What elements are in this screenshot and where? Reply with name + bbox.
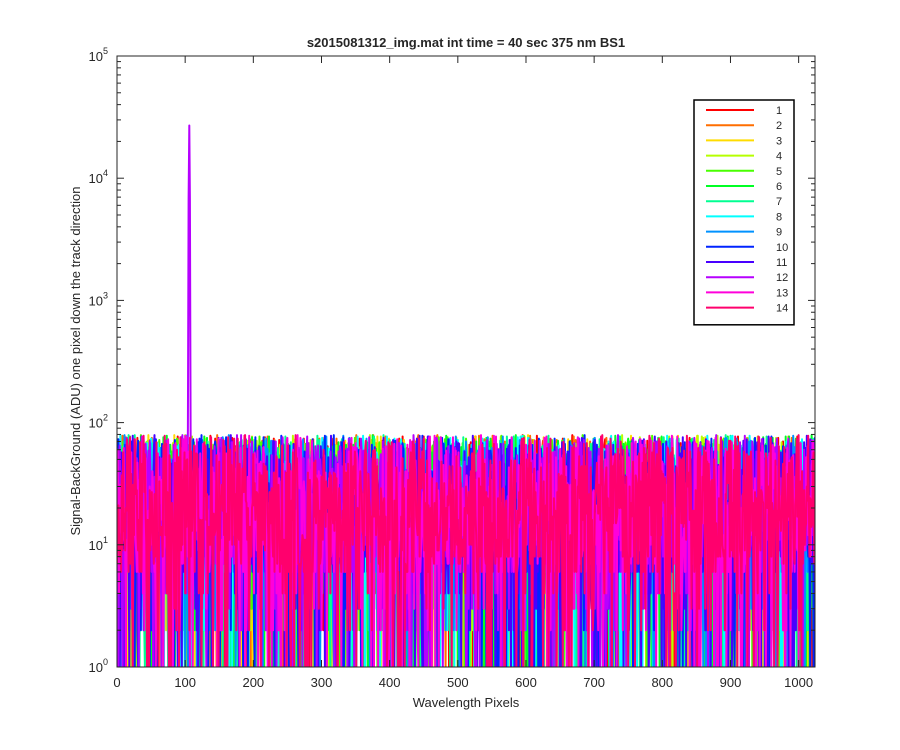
x-tick-label: 500 xyxy=(447,675,469,690)
legend-label: 4 xyxy=(776,151,782,163)
legend-box xyxy=(693,99,795,326)
legend-label: 8 xyxy=(776,211,782,223)
y-tick-label: 102 xyxy=(89,413,108,431)
legend-label: 1 xyxy=(776,105,782,117)
x-tick-label: 200 xyxy=(242,675,264,690)
legend-label: 9 xyxy=(776,227,782,239)
y-tick-label: 100 xyxy=(89,657,108,675)
x-tick-label: 1000 xyxy=(784,675,813,690)
legend-label: 12 xyxy=(776,272,788,284)
y-tick-label: 101 xyxy=(89,535,108,553)
legend-label: 14 xyxy=(776,303,788,315)
x-tick-label: 700 xyxy=(583,675,605,690)
x-tick-label: 400 xyxy=(379,675,401,690)
legend-label: 7 xyxy=(776,196,782,208)
x-tick-label: 0 xyxy=(113,675,120,690)
series-layer xyxy=(117,124,815,667)
y-tick-label: 105 xyxy=(89,46,108,64)
legend-label: 13 xyxy=(776,287,788,299)
x-axis: 0 100 200 300 400 500 600 700 800 900 1000 xyxy=(113,56,813,690)
legend-label: 2 xyxy=(776,120,782,132)
chart-title: s2015081312_img.mat int time = 40 sec 37… xyxy=(307,35,625,50)
x-tick-label: 600 xyxy=(515,675,537,690)
plot-box xyxy=(116,55,816,668)
y-axis-label: Signal-BackGround (ADU) one pixel down t… xyxy=(68,186,83,535)
legend-label: 5 xyxy=(776,166,782,178)
x-tick-label: 800 xyxy=(651,675,673,690)
legend-label: 10 xyxy=(776,242,788,254)
legend-label: 3 xyxy=(776,135,782,147)
x-tick-label: 900 xyxy=(720,675,742,690)
y-tick-label: 104 xyxy=(89,168,108,186)
series-line-14 xyxy=(117,434,815,667)
y-tick-label: 103 xyxy=(89,290,108,308)
legend-label: 11 xyxy=(776,257,787,269)
x-tick-label: 100 xyxy=(174,675,196,690)
x-axis-label: Wavelength Pixels xyxy=(413,695,520,710)
x-tick-label: 300 xyxy=(311,675,333,690)
legend-label: 6 xyxy=(776,181,782,193)
